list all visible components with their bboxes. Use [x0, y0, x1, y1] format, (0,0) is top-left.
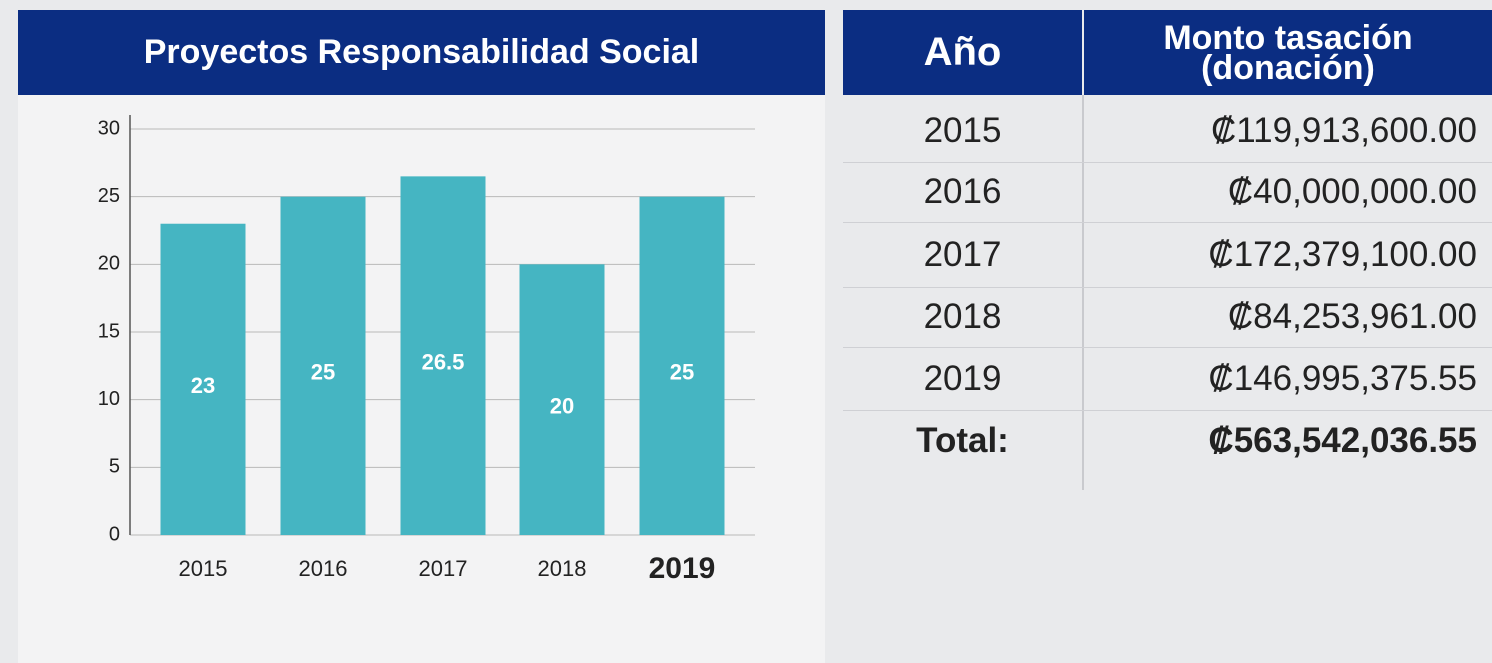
year-cell: 2017 [923, 234, 1002, 274]
y-tick-label: 0 [109, 523, 120, 545]
bar [519, 264, 605, 535]
x-tick-label: 2015 [179, 556, 228, 581]
x-tick-label: 2019 [649, 552, 716, 585]
amount-cell: ₡563,542,036.55 [1208, 421, 1477, 460]
y-tick-label: 20 [98, 253, 120, 275]
y-tick-label: 10 [98, 388, 120, 410]
y-tick-label: 30 [98, 117, 120, 139]
data-label: 23 [191, 373, 215, 398]
table-header: Año [843, 10, 1082, 95]
amount-cell: ₡146,995,375.55 [1208, 358, 1477, 398]
y-tick-label: 25 [98, 185, 120, 207]
y-tick-label: 5 [109, 456, 120, 478]
row-divider [843, 287, 1492, 288]
data-label: 26.5 [422, 349, 465, 374]
table-header: Monto tasación (donación) [1084, 10, 1492, 95]
year-cell: Total: [916, 421, 1009, 460]
y-tick-label: 15 [98, 320, 120, 342]
amount-cell: ₡84,253,961.00 [1227, 297, 1477, 336]
data-label: 20 [550, 393, 574, 418]
row-divider [843, 410, 1492, 411]
column-divider [1082, 95, 1084, 490]
data-label: 25 [670, 360, 694, 385]
chart-title: Proyectos Responsabilidad Social [18, 10, 825, 95]
bar [280, 196, 366, 535]
data-label: 25 [311, 360, 335, 385]
bar [639, 196, 725, 535]
row-divider [843, 162, 1492, 163]
year-cell: 2018 [923, 297, 1002, 336]
row-divider [843, 347, 1492, 348]
amount-cell: ₡172,379,100.00 [1208, 234, 1477, 274]
x-tick-label: 2017 [419, 556, 468, 581]
x-tick-label: 2018 [538, 556, 587, 581]
year-cell: 2016 [923, 172, 1002, 211]
bar [160, 223, 246, 535]
row-divider [843, 222, 1492, 223]
x-tick-label: 2016 [299, 556, 348, 581]
year-cell: 2015 [923, 111, 1002, 150]
amount-cell: ₡119,913,600.00 [1211, 111, 1477, 150]
bar [400, 176, 486, 535]
amount-cell: ₡40,000,000.00 [1227, 172, 1477, 211]
year-cell: 2019 [923, 358, 1002, 398]
